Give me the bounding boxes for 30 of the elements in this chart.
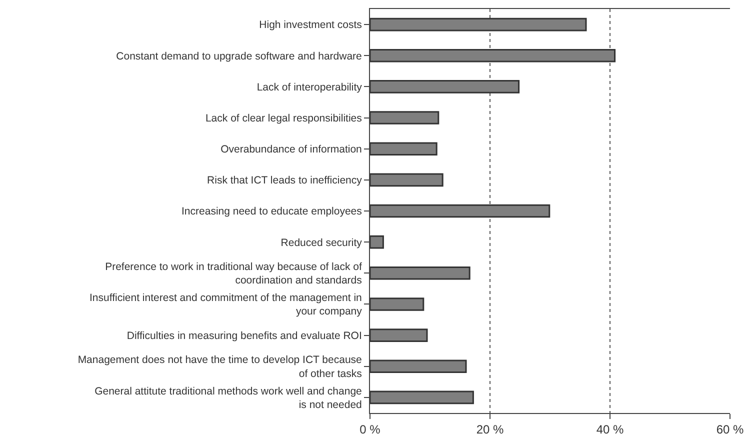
bar [370,48,616,62]
bar [370,390,474,404]
bar [370,18,587,32]
bar [370,142,438,156]
y-tick-label: Constant demand to upgrade software and hardware [116,50,362,62]
y-tick-label: Overabundance of information [220,144,362,156]
y-tick-label: General attitute traditional methods work well and change is not needed [94,385,362,411]
y-tick-label: Difficulties in measuring benefits and evaluate ROI [126,330,362,342]
bar [370,328,428,342]
bar [370,298,424,311]
x-tick-label: 20 % [476,422,504,436]
y-tick-label: Insufficient interest and commitment of the management in your company [90,292,363,318]
x-tick-label: 0 % [360,422,381,436]
y-tick-label: Reduced security [280,236,363,249]
y-tick-label: Risk that ICT leads to inefficiency [207,174,363,187]
x-tick-label: 40 % [596,422,624,436]
bar [370,80,520,94]
bar [370,360,467,374]
bar [370,204,550,218]
y-tick-label: Management does not have the time to develop ICT because of other tasks [78,354,362,380]
y-tick-label: Preference to work in traditional way because of lack of coordination and standards [105,261,362,287]
y-tick-label: High investment costs [259,19,362,32]
bar [370,111,440,124]
bar [370,235,384,249]
x-tick-label: 60 % [716,422,744,436]
y-tick-label: Increasing need to educate employees [182,206,362,218]
y-tick-label: Lack of clear legal responsibilities [205,112,362,124]
bar [370,266,470,280]
bar [370,173,444,187]
y-tick-label: Lack of interoperability [256,81,363,94]
